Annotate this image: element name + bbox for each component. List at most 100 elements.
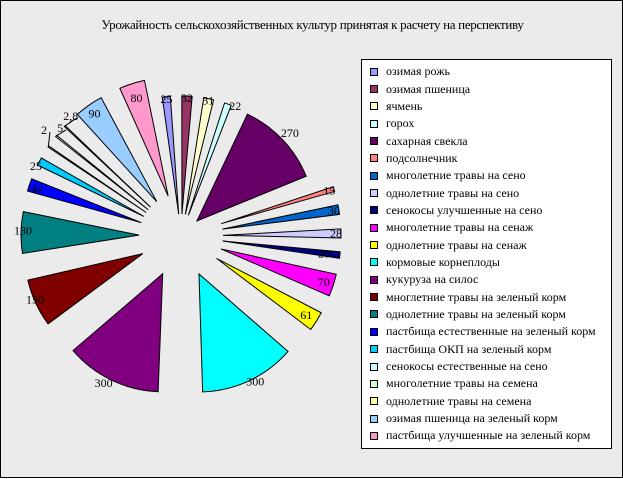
data-label: 28 <box>330 226 342 240</box>
legend-item: многлетние травы на зеленый корм <box>370 288 611 305</box>
pie-slice <box>119 79 169 197</box>
legend-swatch <box>370 102 378 111</box>
legend-label: многолетние травы на сенаж <box>386 220 534 235</box>
legend-item: кукуруза на силос <box>370 271 611 288</box>
legend-swatch <box>370 258 378 267</box>
pie-slice <box>76 96 158 203</box>
legend-item: кормовые корнеплоды <box>370 254 611 271</box>
legend-label: озимая пшеница <box>386 81 471 96</box>
legend-swatch <box>370 119 378 128</box>
legend-swatch <box>370 327 378 336</box>
legend-swatch <box>370 431 378 440</box>
pie-slice <box>222 240 341 259</box>
pie-slice <box>195 113 307 222</box>
legend-item: пастбища улучшенные на зеленый корм <box>370 427 611 444</box>
data-label: 5 <box>57 121 63 135</box>
legend-label: сенокосы естественные на сено <box>386 359 548 374</box>
legend-label: однолетние травы на сенаж <box>386 237 527 252</box>
legend-swatch <box>370 397 378 406</box>
data-label: 270 <box>281 126 299 140</box>
data-label: 25 <box>160 92 172 106</box>
pie-slice <box>161 95 180 215</box>
legend-swatch <box>370 310 378 319</box>
legend-swatch <box>370 275 378 284</box>
legend-item: сенокосы улучшенные на сено <box>370 202 611 219</box>
legend-item: озимая пшеница на зеленый корм <box>370 410 611 427</box>
data-label: 90 <box>88 106 100 120</box>
legend-label: озимая рожь <box>386 64 450 79</box>
legend-item: пастбища ОКП на зеленый корм <box>370 341 611 358</box>
pie-slice <box>222 204 341 230</box>
data-label: 80 <box>131 91 143 105</box>
legend-item: многолетние травы на сено <box>370 167 611 184</box>
label-leader-line <box>55 129 67 137</box>
legend-item: сенокосы естественные на сено <box>370 358 611 375</box>
legend-label: однолетние травы на семена <box>386 393 532 408</box>
data-label: 40 <box>31 182 43 196</box>
legend-swatch <box>370 67 378 76</box>
legend: озимая рожь озимая пшеница ячмень горох саха… <box>361 59 612 449</box>
legend-label: горох <box>386 116 415 131</box>
data-label: 130 <box>14 224 32 238</box>
pie-slice <box>72 272 164 393</box>
legend-item: ячмень <box>370 98 611 115</box>
pie-slice <box>216 257 322 331</box>
legend-item: однолетние травы на сено <box>370 184 611 201</box>
data-label: 15 <box>323 184 335 198</box>
data-label: 70 <box>318 275 330 289</box>
legend-label: многолетние травы на семена <box>386 376 538 391</box>
pie-slice <box>26 178 142 224</box>
legend-label: кормовые корнеплоды <box>386 254 500 269</box>
pie-slice <box>222 228 342 239</box>
legend-swatch <box>370 241 378 250</box>
data-label: 2,8 <box>63 109 78 123</box>
legend-swatch <box>370 137 378 146</box>
data-label: 300 <box>246 375 264 389</box>
legend-item: озимая рожь <box>370 63 611 80</box>
pie-slice <box>221 186 336 225</box>
legend-item: горох <box>370 115 611 132</box>
pie-slice <box>187 102 232 216</box>
legend-item: однолетние травы на сенаж <box>370 236 611 253</box>
legend-label: многолетние травы на сено <box>386 168 526 183</box>
legend-swatch <box>370 154 378 163</box>
legend-label: озимая пшеница на зеленый корм <box>386 411 558 426</box>
legend-swatch <box>370 189 378 198</box>
data-label: 31 <box>202 94 214 108</box>
legend-label: подсолнечник <box>386 150 458 165</box>
data-label: 32 <box>181 91 193 105</box>
legend-item: однолетние травы на семена <box>370 393 611 410</box>
data-label: 2 <box>41 123 47 137</box>
pie-slice <box>20 210 140 255</box>
legend-swatch <box>370 414 378 423</box>
legend-label: однолетние травы на зеленый корм <box>386 306 566 321</box>
legend-swatch <box>370 345 378 354</box>
legend-label: пастбища улучшенные на зеленый корм <box>386 428 591 443</box>
data-label: 30 <box>328 203 340 217</box>
data-label: 61 <box>300 308 312 322</box>
legend-swatch <box>370 362 378 371</box>
pie-slice <box>184 97 215 215</box>
legend-item: однолетние травы на зеленый корм <box>370 306 611 323</box>
legend-item: озимая пшеница <box>370 80 611 97</box>
data-label: 22 <box>229 99 241 113</box>
legend-swatch <box>370 293 378 302</box>
pie-slice <box>181 95 193 215</box>
legend-swatch <box>370 206 378 215</box>
chart-title: Урожайность сельскохозяйственных культур… <box>101 17 524 32</box>
legend-label: сенокосы улучшенные на сено <box>386 202 543 217</box>
legend-swatch <box>370 85 378 94</box>
legend-label: пастбища ОКП на зеленый корм <box>386 341 552 356</box>
pie-slice <box>198 272 289 393</box>
legend-item: подсолнечник <box>370 150 611 167</box>
data-label: 25 <box>30 159 42 173</box>
data-label: 20 <box>318 247 330 261</box>
legend-item: многолетние травы на семена <box>370 375 611 392</box>
pie-slice <box>36 157 145 217</box>
legend-label: кукуруза на силос <box>386 272 479 287</box>
legend-swatch <box>370 379 378 388</box>
label-leader-line <box>47 132 51 147</box>
legend-swatch <box>370 223 378 232</box>
